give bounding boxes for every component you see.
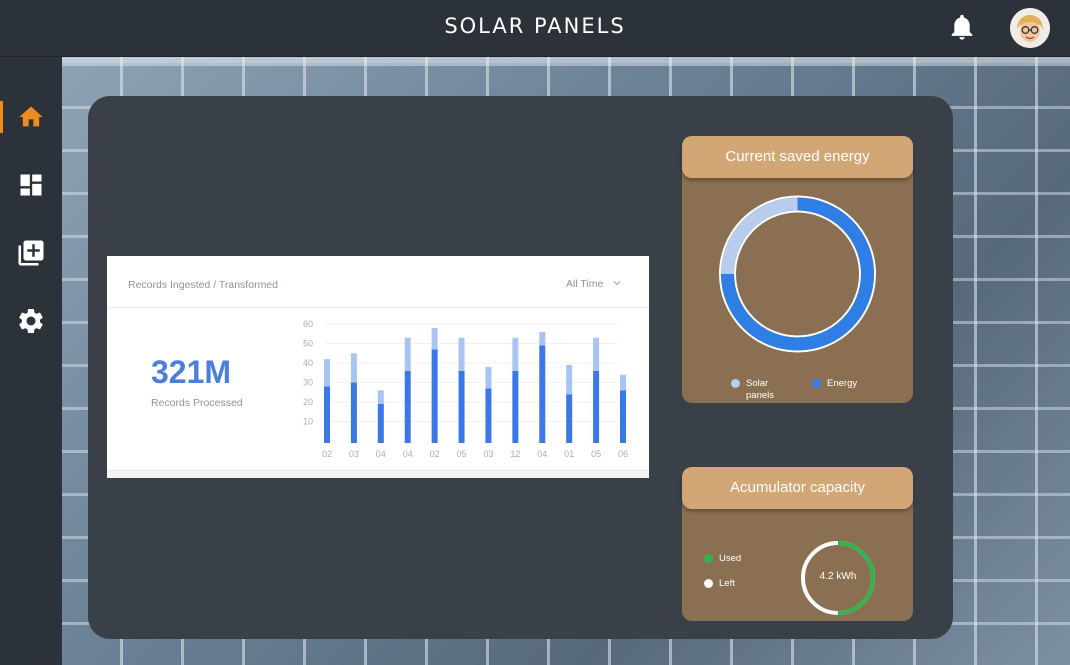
x-tick-label: 04 — [376, 449, 386, 459]
time-filter-select[interactable]: All Time — [566, 278, 604, 290]
x-tick-label: 04 — [537, 449, 547, 459]
bar-segment — [593, 370, 600, 443]
bar-segment — [324, 386, 330, 443]
records-footer — [107, 470, 649, 478]
add-library-icon — [18, 240, 44, 266]
legend-label-left: Left — [719, 578, 735, 589]
bell-icon[interactable] — [948, 14, 976, 42]
sidebar-item-home[interactable] — [0, 95, 62, 139]
bar-segment — [566, 365, 573, 395]
y-tick-label: 60 — [303, 319, 313, 329]
gear-icon — [19, 308, 43, 333]
x-tick-label: 06 — [618, 449, 628, 459]
sidebar-item-add[interactable] — [0, 231, 62, 275]
x-tick-label: 12 — [510, 449, 520, 459]
bar-segment — [324, 359, 330, 387]
bar-segment — [404, 370, 411, 443]
y-tick-label: 30 — [303, 378, 313, 388]
saved-energy-donut — [719, 195, 876, 353]
bar-segment — [458, 337, 465, 371]
bar-segment — [377, 390, 384, 404]
bar-segment — [350, 382, 357, 443]
bar-segment — [512, 337, 519, 371]
bar-segment — [620, 390, 626, 443]
records-value: 321M — [151, 354, 232, 390]
x-tick-label: 01 — [564, 449, 574, 459]
sidebar — [0, 57, 62, 665]
records-widget: Records Ingested / Transformed All Time … — [107, 256, 649, 478]
x-tick-label: 03 — [349, 449, 359, 459]
records-value-label: Records Processed — [151, 397, 243, 409]
dashboard-icon — [20, 174, 42, 196]
donut-inner-ring — [734, 210, 861, 338]
donut-outer-ring — [719, 195, 876, 353]
x-tick-label: 04 — [403, 449, 413, 459]
chevron-down-icon[interactable] — [612, 278, 622, 288]
legend-label-used: Used — [719, 553, 742, 564]
y-tick-label: 40 — [303, 358, 313, 368]
legend-label-energy: Energy — [827, 378, 858, 389]
bar-segment — [593, 337, 600, 371]
user-avatar[interactable] — [1010, 8, 1050, 48]
saved-energy-card: Current saved energy Solar panels Energy — [682, 136, 913, 403]
bar-segment — [485, 366, 492, 389]
bar-segment — [566, 394, 573, 443]
records-header: Records Ingested / Transformed All Time — [107, 256, 649, 308]
x-tick-label: 02 — [322, 449, 332, 459]
panel-frame-stripe — [62, 57, 1070, 63]
x-tick-label: 05 — [591, 449, 601, 459]
y-tick-label: 50 — [303, 339, 313, 349]
x-tick-label: 03 — [483, 449, 493, 459]
accumulator-card: Acumulator capacity Used Left 4.2 kWh — [682, 467, 913, 621]
bar-segment — [377, 404, 384, 443]
bar-segment — [539, 331, 546, 346]
bar-segment — [431, 327, 438, 350]
bar-segment — [404, 337, 411, 371]
bar-segment — [485, 388, 492, 443]
x-tick-label: 02 — [430, 449, 440, 459]
bar-segment — [620, 374, 626, 391]
bar-segment — [458, 370, 465, 443]
sidebar-item-settings[interactable] — [0, 299, 62, 343]
accumulator-gauge — [801, 541, 875, 615]
records-title: Records Ingested / Transformed — [128, 279, 278, 291]
sidebar-item-dashboard[interactable] — [0, 163, 62, 207]
y-tick-label: 10 — [303, 417, 313, 427]
records-bar-chart: 10 20 30 40 50 60 02 03 04 04 02 05 03 12 04 01 05 06 — [303, 319, 628, 459]
x-tick-label: 05 — [457, 449, 467, 459]
legend-label-solar: Solar panels — [746, 378, 774, 401]
app-title: SOLAR PANELS — [444, 14, 626, 38]
bar-segment — [539, 345, 546, 443]
bar-segment — [431, 349, 438, 443]
accumulator-value: 4.2 kWh — [819, 571, 857, 582]
bar-segment — [512, 370, 519, 443]
y-tick-label: 20 — [303, 397, 313, 407]
legend-dot-left — [704, 579, 713, 588]
saved-energy-title: Current saved energy — [682, 136, 913, 178]
home-icon — [19, 106, 43, 127]
legend-dot-used — [704, 554, 713, 563]
gauge-used-arc — [801, 541, 875, 615]
top-bar: SOLAR PANELS — [0, 0, 1070, 57]
legend-dot-energy — [812, 379, 821, 388]
bar-segment — [350, 353, 357, 383]
donut-solar-segment — [721, 197, 874, 351]
legend-dot-solar — [731, 379, 740, 388]
accumulator-title: Acumulator capacity — [682, 467, 913, 509]
